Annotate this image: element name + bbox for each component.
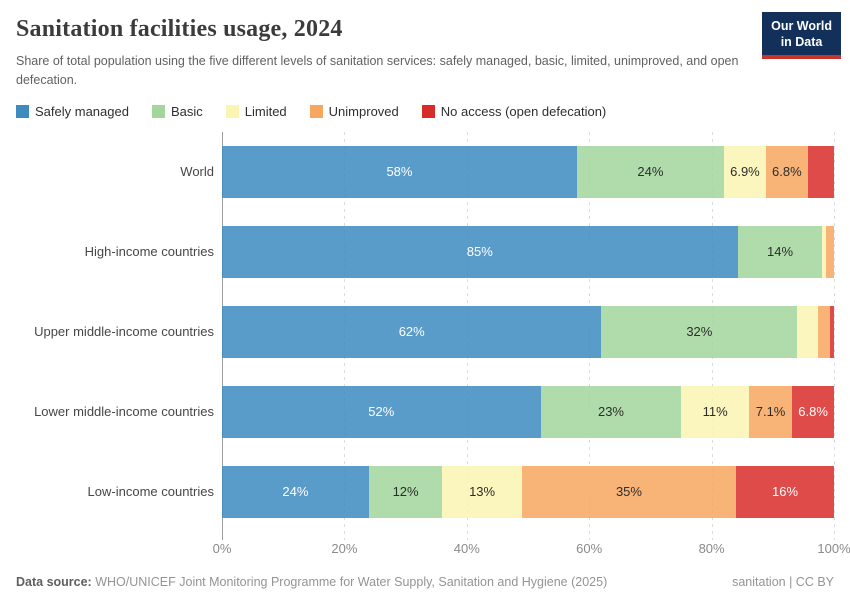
gridline: [834, 131, 835, 540]
x-tick-label: 40%: [453, 540, 480, 556]
legend-swatch-icon: [225, 104, 239, 118]
bar-track: 85% 14%: [222, 225, 834, 278]
license-note[interactable]: sanitation | CC BY: [732, 575, 834, 589]
x-tick-label: 100%: [817, 540, 850, 556]
bar-segment-safely-managed[interactable]: 52%: [222, 385, 541, 438]
x-tick-label: 80%: [698, 540, 725, 556]
bar-segment-no-access-open-defecation[interactable]: 16%: [736, 465, 834, 518]
bar-segment-basic[interactable]: 24%: [576, 145, 724, 198]
legend-item-basic[interactable]: Basic: [151, 103, 203, 119]
legend-item-no-access-open-defecation[interactable]: No access (open defecation): [421, 103, 607, 119]
bar-segment-safely-managed[interactable]: 24%: [222, 465, 369, 518]
legend-label: Limited: [244, 103, 287, 119]
owid-logo[interactable]: Our World in Data: [762, 12, 841, 59]
bar-value-label: 6.8%: [798, 404, 828, 420]
bar-track: 62% 32%: [222, 305, 834, 358]
bar-segment-unimproved[interactable]: 6.8%: [766, 145, 808, 198]
bar-segment-safely-managed[interactable]: 58%: [222, 145, 577, 198]
bar-value-label: 13%: [469, 484, 496, 500]
bar-value-label: 6.9%: [730, 164, 760, 180]
bar-segment-basic[interactable]: 12%: [368, 465, 443, 518]
bar-rows: World 58% 24% 6.9% 6.8% High-income countries…: [16, 132, 834, 532]
bar-segment-unimproved[interactable]: [818, 305, 830, 358]
data-source: Data source: WHO/UNICEF Joint Monitoring…: [16, 575, 607, 589]
bar-value-label: 23%: [597, 404, 624, 420]
legend-item-unimproved[interactable]: Unimproved: [309, 103, 399, 119]
x-tick-label: 60%: [576, 540, 603, 556]
legend-swatch-icon: [151, 104, 165, 118]
category-label: High-income countries: [84, 244, 214, 260]
legend-swatch-icon: [309, 104, 323, 118]
bar-segment-limited[interactable]: 11%: [681, 385, 749, 438]
legend-label: Basic: [170, 103, 203, 119]
bar-segment-safely-managed[interactable]: 85%: [222, 225, 738, 278]
bar-value-label: 52%: [368, 404, 395, 420]
bar-segment-no-access-open-defecation[interactable]: 6.8%: [792, 385, 834, 438]
bar-segment-basic[interactable]: 23%: [540, 385, 682, 438]
bar-track: 52% 23% 11% 7.1% 6.8%: [222, 385, 834, 438]
bar-row-lower-middle-income-countries: Lower middle-income countries 52% 23% 11% 7.…: [16, 372, 834, 452]
x-axis: 0% 20% 40% 60% 80% 100%: [213, 532, 850, 560]
bar-track: 24% 12% 13% 35% 16%: [222, 465, 834, 518]
legend-label: Unimproved: [328, 103, 399, 119]
bar-segment-safely-managed[interactable]: 62%: [222, 305, 602, 358]
bar-value-label: 14%: [766, 244, 794, 260]
x-tick-label: 0%: [212, 540, 232, 556]
bar-row-high-income-countries: High-income countries 85% 14%: [16, 212, 834, 292]
bar-segment-unimproved[interactable]: 7.1%: [748, 385, 793, 438]
bar-value-label: 12%: [392, 484, 419, 500]
bar-value-label: 32%: [686, 324, 713, 340]
bar-segment-no-access-open-defecation[interactable]: [829, 305, 834, 358]
bar-segment-no-access-open-defecation[interactable]: [807, 145, 834, 198]
page-title: Sanitation facilities usage, 2024: [16, 16, 343, 42]
owid-logo-line1: Our World: [771, 19, 832, 33]
legend-item-limited[interactable]: Limited: [225, 103, 287, 119]
bar-row-low-income-countries: Low-income countries 24% 12% 13% 35% 16%: [16, 452, 834, 532]
bar-segment-limited[interactable]: 13%: [442, 465, 522, 518]
bar-value-label: 16%: [771, 484, 799, 500]
bar-value-label: 35%: [615, 484, 642, 500]
bar-value-label: 24%: [637, 164, 664, 180]
bar-row-world: World 58% 24% 6.9% 6.8%: [16, 132, 834, 212]
bar-segment-basic[interactable]: 32%: [601, 305, 798, 358]
bar-segment-limited[interactable]: [822, 225, 827, 278]
footer: Data source: WHO/UNICEF Joint Monitoring…: [16, 575, 834, 589]
data-source-text: WHO/UNICEF Joint Monitoring Programme fo…: [95, 575, 608, 589]
legend: Safely managed Basic Limited Unimproved No a…: [16, 104, 834, 119]
bar-segment-limited[interactable]: 6.9%: [723, 145, 767, 198]
bar-row-upper-middle-income-countries: Upper middle-income countries 62% 32%: [16, 292, 834, 372]
category-label: Low-income countries: [87, 484, 214, 500]
stacked-bar-chart: World 58% 24% 6.9% 6.8% High-income countries…: [16, 131, 850, 560]
bar-segment-limited[interactable]: [797, 305, 819, 358]
bar-value-label: 62%: [398, 324, 425, 340]
legend-swatch-icon: [16, 104, 29, 118]
bar-value-label: 24%: [282, 484, 309, 500]
bar-value-label: 11%: [702, 404, 728, 420]
bar-value-label: 6.8%: [772, 164, 802, 180]
bar-segment-basic[interactable]: 14%: [737, 225, 823, 278]
bar-value-label: 7.1%: [755, 404, 786, 420]
category-label: World: [180, 164, 214, 180]
owid-logo-line2: in Data: [780, 35, 823, 50]
legend-label: No access (open defecation): [440, 103, 607, 119]
legend-swatch-icon: [421, 104, 435, 118]
legend-item-safely-managed[interactable]: Safely managed: [16, 104, 129, 119]
chart-subtitle: Share of total population using the five…: [16, 54, 739, 88]
data-source-label: Data source:: [16, 575, 92, 589]
bar-segment-unimproved[interactable]: [826, 225, 834, 278]
category-label: Lower middle-income countries: [34, 404, 214, 420]
bar-track: 58% 24% 6.9% 6.8%: [222, 145, 834, 198]
bar-segment-unimproved[interactable]: 35%: [521, 465, 737, 518]
category-label: Upper middle-income countries: [34, 324, 214, 340]
legend-label: Safely managed: [35, 103, 129, 119]
bar-value-label: 58%: [386, 164, 413, 180]
bar-value-label: 85%: [466, 244, 493, 260]
x-tick-label: 20%: [331, 540, 358, 556]
